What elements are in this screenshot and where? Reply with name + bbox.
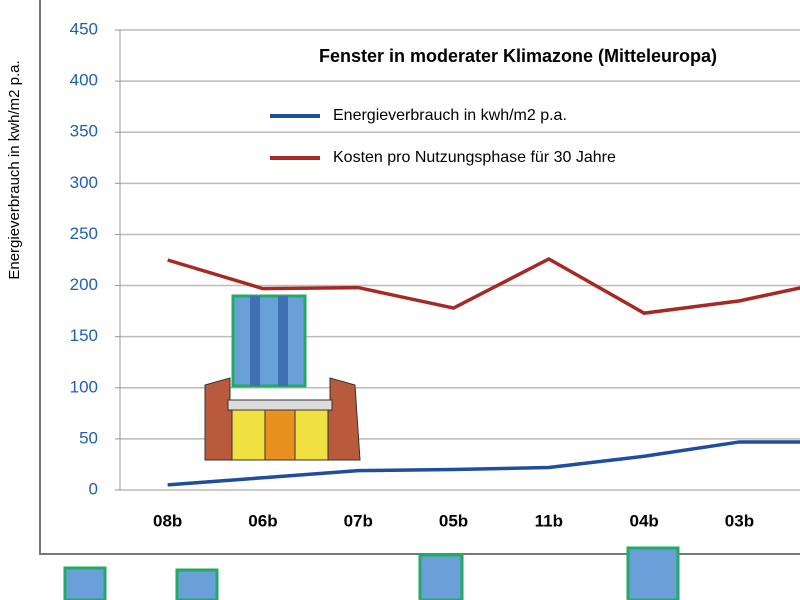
y-tick-label: 400 xyxy=(70,71,98,90)
x-tick-label: 11b xyxy=(535,511,563,530)
y-tick-label: 100 xyxy=(70,377,98,396)
x-tick-label: 08b xyxy=(153,511,182,530)
x-tick-label: 04b xyxy=(630,511,659,530)
legend-label: Kosten pro Nutzungsphase für 30 Jahre xyxy=(333,149,616,166)
x-tick-label: 05b xyxy=(439,511,468,530)
line-series xyxy=(167,440,800,487)
grid xyxy=(115,29,800,491)
y-tick-label: 0 xyxy=(89,479,98,498)
bottom-images xyxy=(63,546,680,600)
y-tick-label: 250 xyxy=(70,224,98,243)
legend: Energieverbrauch in kwh/m2 p.a. Kosten pr… xyxy=(270,107,616,166)
x-tick-label: 07b xyxy=(344,511,373,530)
legend-label: Energieverbrauch in kwh/m2 p.a. xyxy=(333,107,567,124)
x-tick-label: 06b xyxy=(248,511,277,530)
chart-title: Fenster in moderater Klimazone (Mitteleu… xyxy=(319,46,717,66)
y-axis-label: Energieverbrauch in kwh/m2 p.a. xyxy=(6,60,23,279)
x-tick-label: 03b xyxy=(725,511,754,530)
y-tick-label: 300 xyxy=(70,173,98,192)
y-tick-label: 150 xyxy=(70,326,98,345)
y-tick-label: 200 xyxy=(70,275,98,294)
line-series xyxy=(167,256,800,315)
y-tick-label: 50 xyxy=(79,428,98,447)
y-tick-label: 450 xyxy=(70,19,98,38)
y-tick-label: 350 xyxy=(70,122,98,141)
window-profile-illustration xyxy=(204,294,361,461)
